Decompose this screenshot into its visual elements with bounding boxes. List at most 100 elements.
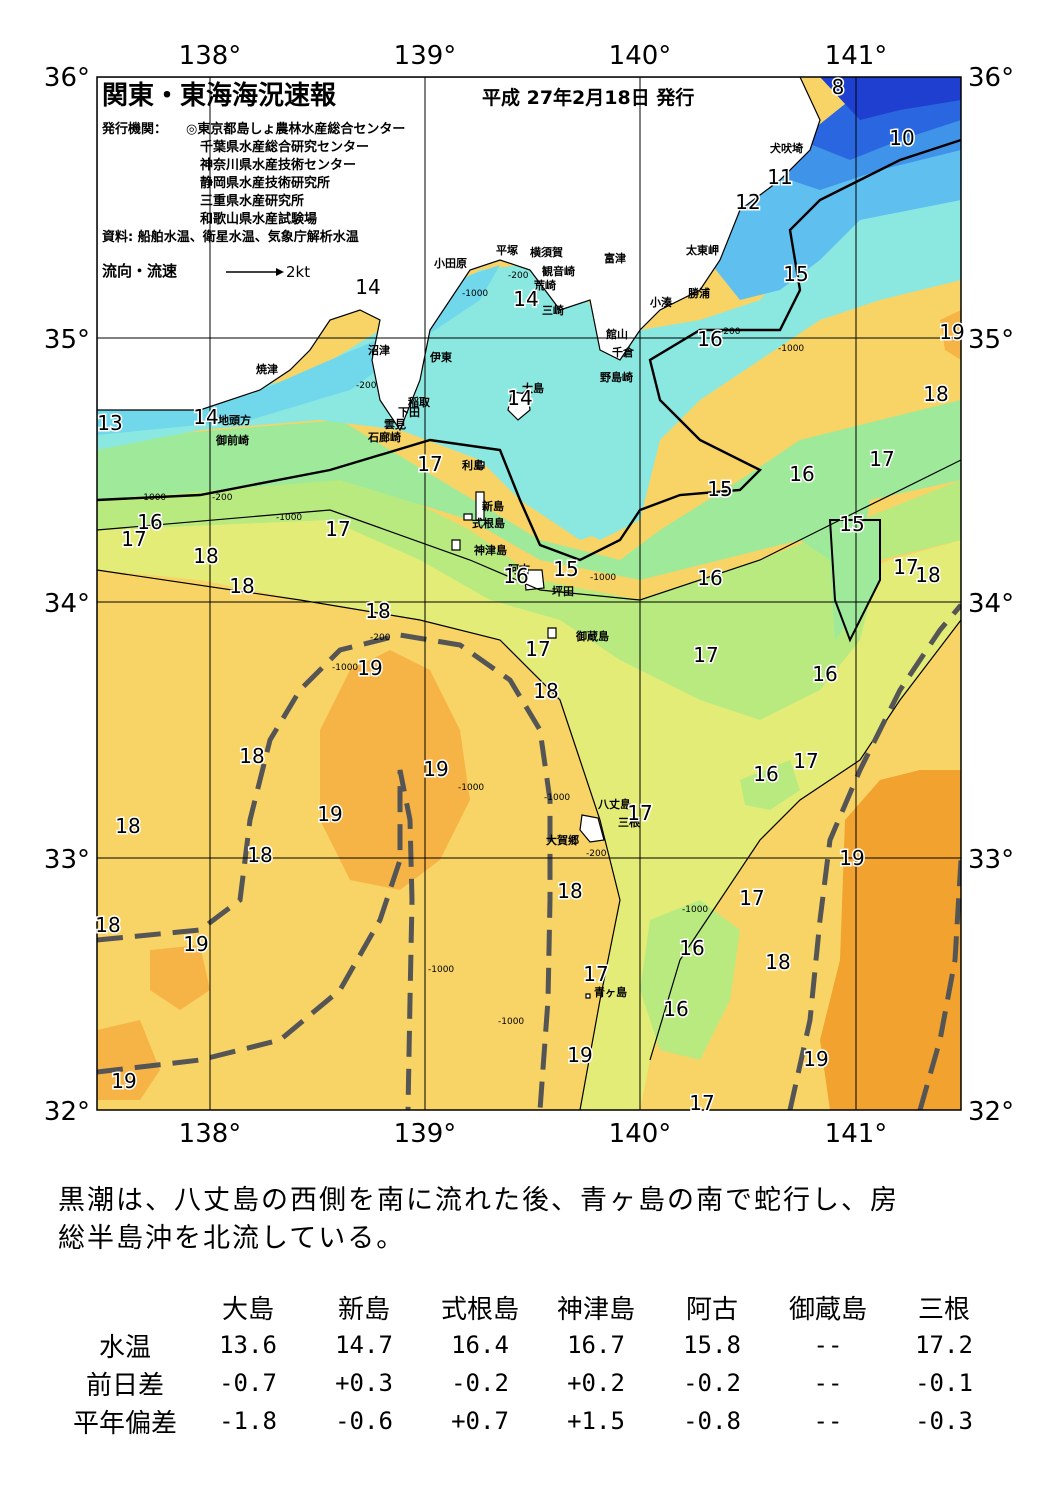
niijima-island xyxy=(475,491,485,521)
temp-label: 18 xyxy=(915,563,940,587)
depth-label: -1000 xyxy=(276,513,302,523)
publisher-item: ◎東京都島しょ農林水産総合センター xyxy=(186,121,405,137)
temp-label: 15 xyxy=(783,262,808,286)
temp-label: 19 xyxy=(567,1043,592,1067)
lon-label-top: 140° xyxy=(609,41,672,71)
place-label: 富津 xyxy=(604,251,626,265)
column-header: 神津島 xyxy=(556,1294,635,1325)
table-cell: 15.8 xyxy=(683,1331,741,1359)
publisher-item: 和歌山県水産試験場 xyxy=(200,211,317,227)
hachijojima-island xyxy=(579,814,605,843)
table-cell: -0.7 xyxy=(219,1369,277,1397)
table-cell: -0.3 xyxy=(915,1407,973,1435)
temp-label: 17 xyxy=(525,637,550,661)
lon-label-top: 139° xyxy=(394,41,457,71)
map-svg: 138° 139° 140° 141° 138° 139° 140° 141° … xyxy=(44,41,1014,1149)
toshima-island xyxy=(477,461,485,469)
map-title: 関東・東海海況速報 xyxy=(102,81,337,111)
zone-8 xyxy=(820,77,961,120)
temp-label: 12 xyxy=(735,190,760,214)
place-label: 稲取 xyxy=(408,395,430,409)
zone-15 xyxy=(97,400,961,640)
place-label: 下田 xyxy=(398,406,420,419)
place-label: 阿古 xyxy=(508,562,530,576)
place-label: 御前崎 xyxy=(215,433,249,447)
depth-label: -200 xyxy=(586,849,607,859)
temp-label: 19 xyxy=(803,1047,828,1071)
place-names: 犬吠埼 太東岬 勝浦 小湊 館山 千倉 野島崎 富津 観音崎 横須賀 平塚 小田… xyxy=(215,141,803,999)
place-label: 野島崎 xyxy=(600,370,633,384)
place-label: 観音崎 xyxy=(542,264,575,278)
temp-label: 14 xyxy=(193,405,218,429)
column-header: 三根 xyxy=(917,1294,970,1325)
table-cell: 16.7 xyxy=(567,1331,625,1359)
place-label: 小田原 xyxy=(433,256,467,270)
temp-label: 17 xyxy=(793,749,818,773)
temp-label: 16 xyxy=(137,510,162,534)
lat-label-left: 36° xyxy=(44,63,90,93)
temp-label: 18 xyxy=(229,574,254,598)
zone-19-west xyxy=(320,650,470,890)
zone-19-ne xyxy=(940,310,961,360)
temp-label: 19 xyxy=(839,846,864,870)
temp-label: 17 xyxy=(689,1091,714,1115)
table-cell: -0.2 xyxy=(683,1369,741,1397)
depth-label: -200 xyxy=(356,381,377,391)
table-row: 平年偏差 -1.8 -0.6 +0.7 +1.5 -0.8 -- -0.3 xyxy=(60,1402,1002,1440)
legend-speed: 2kt xyxy=(286,263,310,281)
temp-label: 19 xyxy=(317,802,342,826)
depth-label: -1000 xyxy=(590,573,616,583)
table-cell: 13.6 xyxy=(219,1331,277,1359)
map-header: 関東・東海海況速報 平成 27年2月18日 発行 発行機関： ◎東京都島しょ農林… xyxy=(101,81,694,281)
publisher-item: 千葉県水産総合研究センター xyxy=(200,139,369,155)
lon-label-bottom: 138° xyxy=(179,1119,242,1149)
place-label: 八丈島 xyxy=(597,797,631,811)
temp-label: 19 xyxy=(183,932,208,956)
temp-label: 11 xyxy=(767,165,792,189)
place-label: 館山 xyxy=(605,327,628,341)
temp-label: 16 xyxy=(753,762,778,786)
lat-label-left: 34° xyxy=(44,589,90,619)
isotherm-17 xyxy=(97,569,621,1110)
publisher-item: 静岡県水産技術研究所 xyxy=(200,175,330,191)
table-cell: +1.5 xyxy=(567,1407,625,1435)
zone-16c xyxy=(740,760,800,810)
kuroshio-axis-east xyxy=(787,603,961,1110)
temp-label: 18 xyxy=(239,744,264,768)
island-temperature-table: 大島 新島 式根島 神津島 阿古 御蔵島 三根 水温 13.6 14.7 16.… xyxy=(60,1288,1002,1440)
kozushima-island xyxy=(451,539,461,551)
temp-label: 18 xyxy=(193,544,218,568)
table-cell: +0.3 xyxy=(335,1369,393,1397)
temp-label: 18 xyxy=(533,679,558,703)
temp-label: 16 xyxy=(789,462,814,486)
axis-labels: 138° 139° 140° 141° 138° 139° 140° 141° … xyxy=(44,41,1014,1149)
data-sources: 資料: 船舶水温、衛星水温、気象庁解析水温 xyxy=(102,229,359,245)
table-cell: -0.8 xyxy=(683,1407,741,1435)
row-label: 水温 xyxy=(98,1332,151,1363)
place-label: 新島 xyxy=(482,499,504,513)
temp-label: 10 xyxy=(889,126,914,150)
kuroshio-summary: 黒潮は、八丈島の西側を南に流れた後、青ヶ島の南で蛇行し、房 総半島沖を北流してい… xyxy=(58,1182,1018,1258)
depth-label: -1000 xyxy=(544,793,570,803)
temp-label: 14 xyxy=(355,275,380,299)
row-label: 前日差 xyxy=(85,1370,164,1401)
temp-label: 8 xyxy=(832,75,845,99)
temp-label: 15 xyxy=(707,477,732,501)
place-label: 地頭方 xyxy=(218,413,251,427)
kuroshio-axis-main xyxy=(97,769,415,1110)
place-label: 千倉 xyxy=(612,345,635,359)
lon-label-top: 138° xyxy=(179,41,242,71)
temp-label: 17 xyxy=(627,801,652,825)
table-cell: -- xyxy=(813,1369,843,1397)
temp-label: 19 xyxy=(357,656,382,680)
map-frame xyxy=(96,76,962,1111)
depth-label: -1000 xyxy=(682,905,708,915)
sea-temperature-map: 138° 139° 140° 141° 138° 139° 140° 141° … xyxy=(44,41,1014,1149)
place-label: 三崎 xyxy=(542,303,564,317)
table-cell: +0.2 xyxy=(567,1369,625,1397)
lat-label-right: 33° xyxy=(968,845,1014,875)
honshu-coast xyxy=(97,77,821,432)
aogashima-island xyxy=(585,993,591,999)
place-label: 平塚 xyxy=(496,243,518,257)
oshima-island xyxy=(507,391,531,421)
